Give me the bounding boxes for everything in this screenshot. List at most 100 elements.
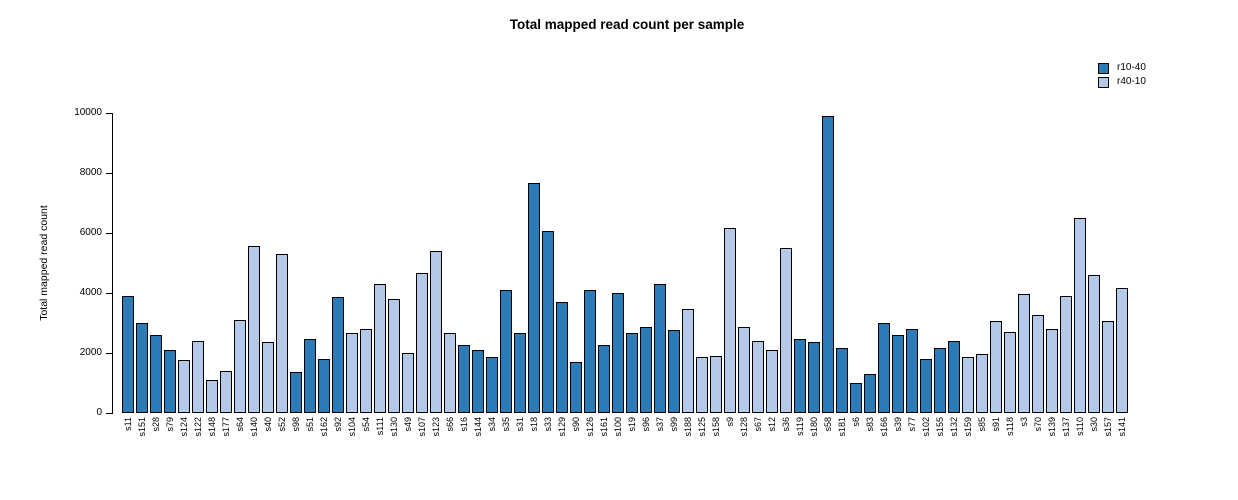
bar-s181 xyxy=(836,348,848,413)
bar-s122 xyxy=(192,341,204,413)
x-tick-label-s6: s6 xyxy=(851,417,861,427)
bar-s51 xyxy=(304,339,316,413)
bar-s123 xyxy=(430,251,442,413)
plot-area xyxy=(122,113,1134,413)
bar-s162 xyxy=(318,359,330,413)
x-tick-label-s85: s85 xyxy=(977,417,987,432)
bar-s11 xyxy=(122,296,134,413)
x-tick-label-s100: s100 xyxy=(613,417,623,437)
x-tick-label-s67: s67 xyxy=(753,417,763,432)
y-tick xyxy=(106,293,113,294)
x-tick-label-s92: s92 xyxy=(333,417,343,432)
x-tick-label-s139: s139 xyxy=(1047,417,1057,437)
bar-s166 xyxy=(878,323,890,413)
x-tick-label-s151: s151 xyxy=(137,417,147,437)
bar-s132 xyxy=(948,341,960,413)
bar-s85 xyxy=(976,354,988,413)
x-tick-label-s111: s111 xyxy=(375,417,385,436)
x-tick-label-s181: s181 xyxy=(837,417,847,437)
x-tick-label-s122: s122 xyxy=(193,417,203,437)
bar-s107 xyxy=(416,273,428,413)
legend-label-r40-10: r40-10 xyxy=(1117,76,1146,87)
x-tick-label-s18: s18 xyxy=(529,417,539,432)
x-tick-label-s158: s158 xyxy=(711,417,721,437)
x-tick-label-s128: s128 xyxy=(739,417,749,437)
bar-s77 xyxy=(906,329,918,413)
bar-s99 xyxy=(668,330,680,413)
bar-s126 xyxy=(584,290,596,413)
x-tick-label-s12: s12 xyxy=(767,417,777,432)
x-tick-label-s31: s31 xyxy=(515,417,525,432)
bar-s140 xyxy=(248,246,260,413)
bar-s128 xyxy=(738,327,750,413)
bar-s9 xyxy=(724,228,736,413)
bar-s92 xyxy=(332,297,344,413)
x-tick-label-s33: s33 xyxy=(543,417,553,432)
x-tick-label-s166: s166 xyxy=(879,417,889,437)
x-tick-label-s107: s107 xyxy=(417,417,427,437)
x-tick-label-s140: s140 xyxy=(249,417,259,437)
x-tick-label-s162: s162 xyxy=(319,417,329,437)
x-tick-label-s104: s104 xyxy=(347,417,357,437)
y-tick-label: 6000 xyxy=(79,227,102,238)
y-tick xyxy=(106,173,113,174)
bar-s30 xyxy=(1088,275,1100,413)
bar-s49 xyxy=(402,353,414,413)
x-tick-label-s132: s132 xyxy=(949,417,959,437)
x-tick-label-s37: s37 xyxy=(655,417,665,432)
bar-s70 xyxy=(1032,315,1044,413)
bar-s31 xyxy=(514,333,526,413)
y-tick xyxy=(106,233,113,234)
bar-s6 xyxy=(850,383,862,413)
bar-s100 xyxy=(612,293,624,413)
bar-s110 xyxy=(1074,218,1086,413)
x-tick-label-s177: s177 xyxy=(221,417,231,437)
x-tick-label-s16: s16 xyxy=(459,417,469,432)
bar-s124 xyxy=(178,360,190,413)
bar-s67 xyxy=(752,341,764,413)
x-tick-label-s77: s77 xyxy=(907,417,917,432)
bar-s157 xyxy=(1102,321,1114,413)
x-tick-label-s70: s70 xyxy=(1033,417,1043,432)
x-tick-label-s30: s30 xyxy=(1089,417,1099,432)
x-axis-labels: s11 s151 s28 s79 s124 s122 s148 s177 s64 s140 s40 s… xyxy=(122,413,1134,475)
bar-s58 xyxy=(822,116,834,413)
x-tick-label-s130: s130 xyxy=(389,417,399,437)
y-tick-label: 8000 xyxy=(79,167,102,178)
bar-s54 xyxy=(360,329,372,413)
bar-s66 xyxy=(444,333,456,413)
bar-s91 xyxy=(990,321,1002,413)
x-tick-label-s3: s3 xyxy=(1019,417,1029,427)
x-tick-label-s119: s119 xyxy=(795,417,805,436)
x-tick-label-s49: s49 xyxy=(403,417,413,432)
chart-title: Total mapped read count per sample xyxy=(509,17,745,32)
y-tick xyxy=(106,413,113,414)
y-tick-label: 4000 xyxy=(79,287,102,298)
bar-s79 xyxy=(164,350,176,413)
y-axis-label: Total mapped read count xyxy=(38,205,50,321)
bar-s159 xyxy=(962,357,974,413)
x-tick-label-s148: s148 xyxy=(207,417,217,437)
x-tick-label-s90: s90 xyxy=(571,417,581,432)
bar-s141 xyxy=(1116,288,1128,413)
bar-s118 xyxy=(1004,332,1016,413)
y-axis-line xyxy=(112,113,113,414)
x-tick-label-s52: s52 xyxy=(277,417,287,432)
x-tick-label-s102: s102 xyxy=(921,417,931,437)
x-tick-label-s161: s161 xyxy=(599,417,609,437)
bar-s90 xyxy=(570,362,582,413)
bar-s3 xyxy=(1018,294,1030,413)
bar-s35 xyxy=(500,290,512,413)
bar-s36 xyxy=(780,248,792,413)
bar-s102 xyxy=(920,359,932,413)
bar-s39 xyxy=(892,335,904,413)
bar-s151 xyxy=(136,323,148,413)
x-tick-label-s58: s58 xyxy=(823,417,833,432)
legend-item-r40-10: r40-10 xyxy=(1098,75,1146,89)
bar-s119 xyxy=(794,339,806,413)
bar-s125 xyxy=(696,357,708,413)
x-tick-label-s28: s28 xyxy=(151,417,161,432)
x-tick-label-s51: s51 xyxy=(305,417,315,432)
x-tick-label-s19: s19 xyxy=(627,417,637,432)
